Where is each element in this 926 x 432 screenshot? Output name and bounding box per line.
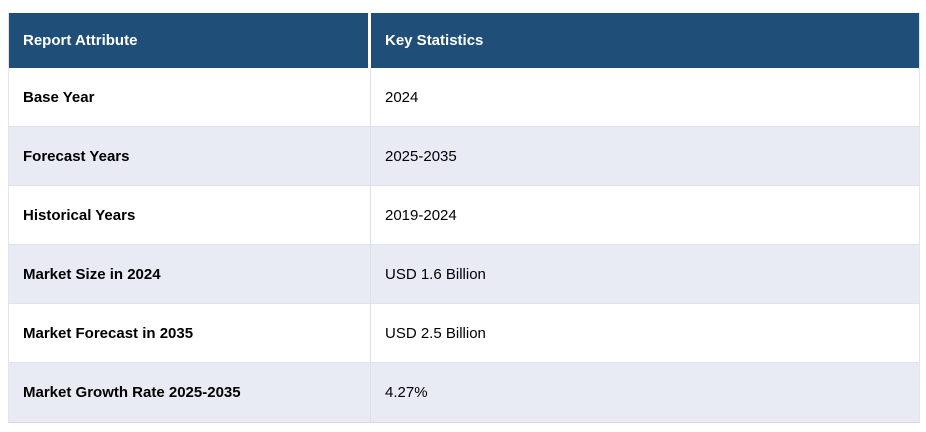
table-row-forecast-years: Forecast Years 2025-2035: [9, 127, 919, 186]
table-row-historical-years: Historical Years 2019-2024: [9, 186, 919, 245]
row-attribute: Market Size in 2024: [9, 245, 371, 304]
row-value: 4.27%: [371, 363, 919, 422]
row-value: 2019-2024: [371, 186, 919, 245]
table-row-market-size: Market Size in 2024 USD 1.6 Billion: [9, 245, 919, 304]
row-attribute: Market Forecast in 2035: [9, 304, 371, 363]
table-header-row: Report Attribute Key Statistics: [9, 13, 919, 68]
column-header-report-attribute: Report Attribute: [9, 13, 371, 68]
row-attribute: Base Year: [9, 68, 371, 127]
table-row-base-year: Base Year 2024: [9, 68, 919, 127]
row-value: 2025-2035: [371, 127, 919, 186]
row-attribute: Forecast Years: [9, 127, 371, 186]
table-row-market-forecast: Market Forecast in 2035 USD 2.5 Billion: [9, 304, 919, 363]
report-attributes-table: Report Attribute Key Statistics Base Yea…: [8, 13, 920, 423]
row-attribute: Market Growth Rate 2025-2035: [9, 363, 371, 422]
row-value: USD 1.6 Billion: [371, 245, 919, 304]
row-attribute: Historical Years: [9, 186, 371, 245]
row-value: USD 2.5 Billion: [371, 304, 919, 363]
column-header-key-statistics: Key Statistics: [371, 13, 919, 68]
table-row-market-growth-rate: Market Growth Rate 2025-2035 4.27%: [9, 363, 919, 422]
row-value: 2024: [371, 68, 919, 127]
